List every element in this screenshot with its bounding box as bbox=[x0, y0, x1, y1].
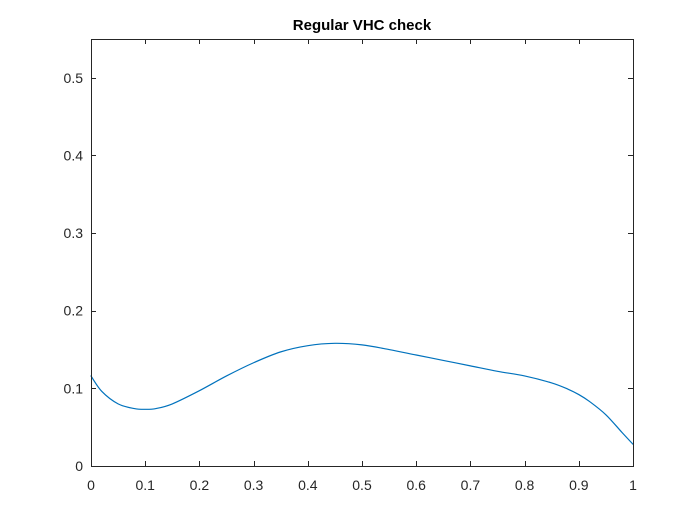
x-tick-label: 0.5 bbox=[352, 477, 372, 493]
series-line-0 bbox=[90, 342, 634, 445]
x-tick-label: 0.1 bbox=[135, 477, 155, 493]
x-tick-label: 0.3 bbox=[244, 477, 264, 493]
y-tick-label: 0.4 bbox=[64, 147, 84, 163]
x-tick-label: 0 bbox=[87, 477, 95, 493]
y-tick-label: 0.3 bbox=[64, 225, 84, 241]
y-tick-label: 0.1 bbox=[64, 380, 84, 396]
series-layer bbox=[90, 342, 634, 445]
x-tick-label: 1 bbox=[629, 477, 637, 493]
plot-area bbox=[91, 39, 633, 466]
y-tick-label: 0.5 bbox=[64, 70, 84, 86]
axes-box bbox=[91, 39, 634, 467]
tick-layer: 0 0.1 0.2 0.3 0.4 0.5 0.6 0.7 0.8 0.9 1 0 0.1 0.2 0.3 0… bbox=[64, 39, 637, 493]
chart-title: Regular VHC check bbox=[293, 17, 432, 34]
x-tick-label: 0.4 bbox=[298, 477, 318, 493]
x-tick-label: 0.9 bbox=[569, 477, 589, 493]
y-tick-label: 0.2 bbox=[64, 303, 84, 319]
y-tick-label: 0 bbox=[75, 458, 83, 474]
x-tick-label: 0.7 bbox=[461, 477, 481, 493]
x-tick-label: 0.6 bbox=[406, 477, 426, 493]
x-tick-label: 0.8 bbox=[515, 477, 535, 493]
x-tick-label: 0.2 bbox=[190, 477, 210, 493]
